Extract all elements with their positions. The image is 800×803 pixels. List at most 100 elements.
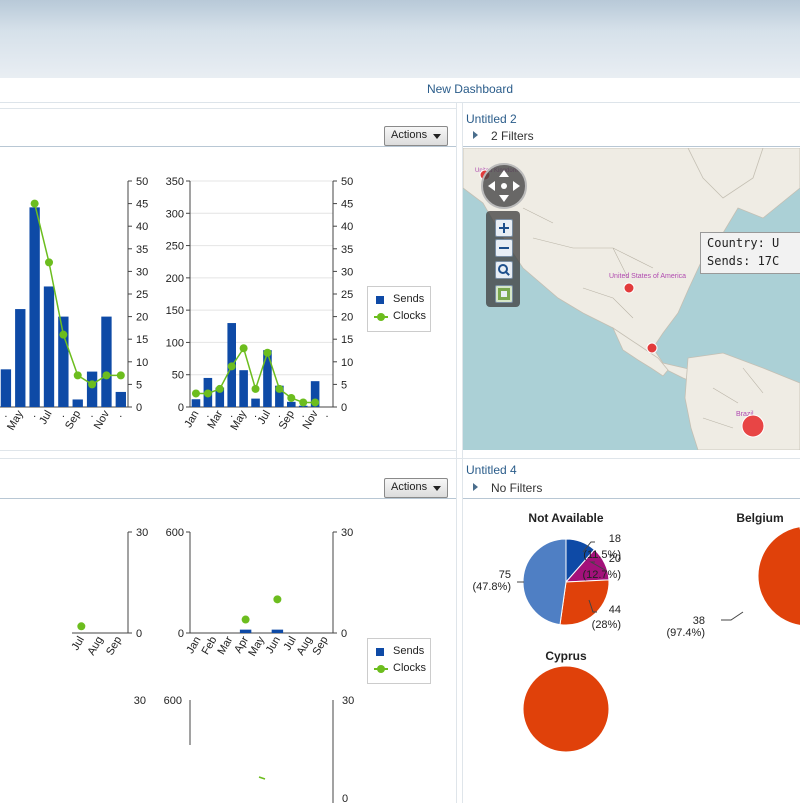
sends-bar: [72, 399, 83, 407]
y2-tick-label: 0: [341, 402, 347, 414]
x-tick-label: Aug: [295, 635, 315, 658]
y2-tick-label: 15: [136, 334, 148, 346]
minus-icon: [499, 247, 509, 249]
map-bubble[interactable]: [646, 342, 658, 354]
clocks-point: [191, 389, 200, 398]
pan-arrows-icon: [488, 170, 520, 202]
clocks-point: [273, 595, 282, 604]
pie-leader-line: [589, 561, 606, 571]
actions-button[interactable]: Actions: [384, 478, 448, 498]
panel-divider-vertical: [456, 103, 457, 803]
zoom-box-button[interactable]: [495, 261, 513, 279]
filters-label[interactable]: No Filters: [491, 481, 543, 495]
x-tick-marker: .: [62, 408, 65, 420]
panel-divider-horizontal: [0, 450, 456, 451]
pie-slice: [522, 665, 610, 753]
sends-bar: [29, 207, 40, 407]
clocks-point: [116, 371, 125, 380]
map-label: Brazil: [736, 411, 754, 418]
y2-tick-label: 30: [341, 266, 353, 278]
y2-tick-label: 20: [136, 312, 148, 324]
sends-bar: [86, 371, 98, 407]
x-tick-label: Sep: [63, 409, 83, 432]
x-tick-label: Nov: [92, 408, 112, 431]
panel-divider-horizontal: [0, 458, 800, 459]
sends-bar: [191, 399, 201, 407]
pie-value-label: 44: [609, 604, 621, 616]
sends-swatch: [376, 296, 384, 304]
y2-tick-label: 0: [136, 402, 142, 414]
pie-value-label: 38: [693, 615, 705, 627]
y2-tick-label: 25: [136, 289, 148, 301]
pie-title: Not Available: [528, 511, 603, 525]
clocks-point: [77, 622, 86, 631]
panel-title: Untitled 2: [466, 112, 517, 126]
y2-tick-label: 45: [341, 199, 353, 211]
zoom-in-button[interactable]: [495, 219, 513, 237]
pie-percent-label: (47.8%): [472, 581, 511, 593]
x-tick-label: Jul: [37, 409, 54, 427]
map-bubble[interactable]: [741, 414, 765, 438]
pie-percent-label: (28%): [592, 619, 621, 631]
y-tick-label: 350: [166, 176, 184, 188]
sends-bar: [215, 387, 225, 407]
pie-leader-line: [582, 541, 595, 553]
pie-value-label: 18: [609, 533, 621, 545]
tooltip-country: Country: U: [707, 236, 780, 250]
y2-tick-label: 35: [341, 244, 353, 256]
sends-bar: [275, 385, 284, 407]
pie-slice: [522, 538, 567, 626]
clocks-dot-swatch: [377, 665, 385, 673]
map-pan-control[interactable]: [481, 163, 527, 209]
clocks-point: [45, 258, 53, 267]
y2-tick-label: 5: [341, 379, 347, 391]
clocks-point: [59, 330, 68, 339]
sends-bar: [0, 369, 12, 407]
y-tick-label: 0: [178, 628, 184, 640]
x-tick-label: Jul: [70, 635, 87, 653]
y2-tick-label: 30: [136, 266, 148, 278]
sends-bar: [310, 381, 320, 407]
y2-tick-label: 0: [341, 628, 347, 640]
panel-header-rule: [463, 146, 800, 147]
legend-label: Clocks: [393, 310, 427, 322]
sends-bar: [263, 350, 272, 407]
y2-tick-label: 30: [136, 527, 148, 539]
x-tick-marker: .: [33, 408, 36, 420]
panel-top-border: [0, 108, 456, 109]
zoom-out-button[interactable]: [495, 239, 513, 257]
clocks-point: [251, 384, 260, 393]
pie-leader-line: [721, 611, 744, 621]
clocks-point: [227, 362, 236, 371]
y2-tick-label: 35: [136, 244, 148, 256]
map-bubble[interactable]: [623, 282, 635, 294]
x-tick-marker: .: [302, 408, 305, 420]
expand-triangle-icon[interactable]: [473, 483, 478, 491]
sends-swatch: [376, 648, 384, 656]
panel-divider-vertical: [462, 103, 463, 803]
country-borders: [522, 207, 764, 429]
x-tick-label: Sep: [310, 635, 330, 658]
y2-tick-label: 50: [341, 176, 353, 188]
chevron-down-icon: [433, 486, 441, 491]
x-tick-marker: .: [230, 408, 233, 420]
clocks-point: [299, 398, 308, 407]
clocks-point: [102, 371, 111, 380]
x-tick-marker: .: [91, 408, 94, 420]
legend-label: Sends: [393, 293, 425, 305]
y2-tick-label: 40: [136, 221, 148, 233]
actions-button[interactable]: Actions: [384, 126, 448, 146]
zoom-extent-button[interactable]: [495, 285, 513, 303]
chevron-down-icon: [433, 134, 441, 139]
clocks-point: [88, 380, 97, 389]
expand-triangle-icon[interactable]: [473, 131, 478, 139]
filters-label[interactable]: 2 Filters: [491, 129, 534, 143]
plus-icon: [499, 223, 509, 233]
legend-label: Clocks: [393, 662, 427, 674]
pie-title: Belgium: [736, 511, 783, 525]
y2-tick-label: 10: [136, 357, 148, 369]
